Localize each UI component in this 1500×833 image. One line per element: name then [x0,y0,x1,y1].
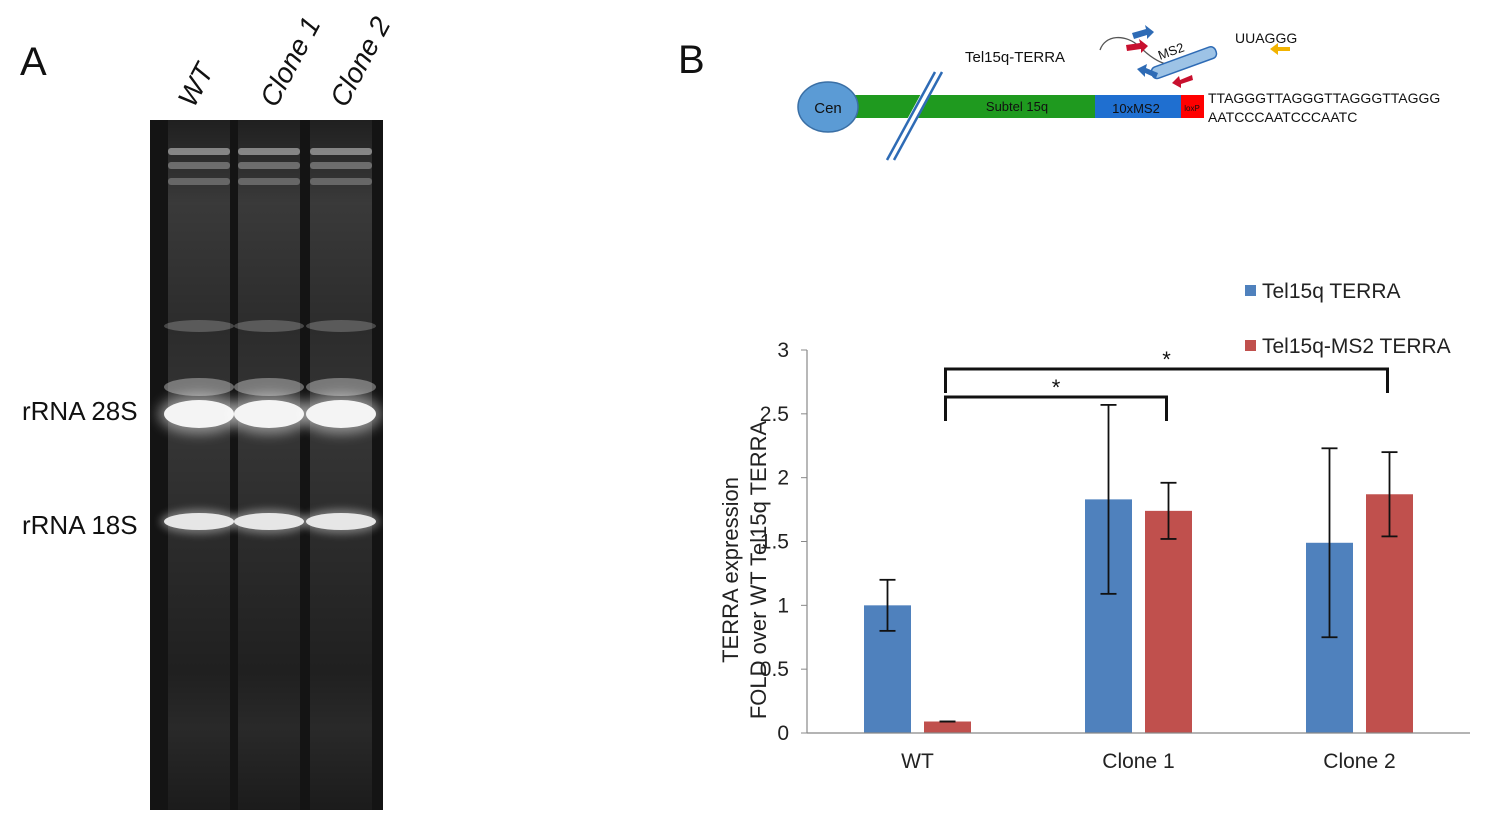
x-tick-label: WT [901,750,934,773]
legend-swatch [1245,340,1256,351]
primer-arrow-blue-1 [1132,25,1154,39]
gel-lane-wt [164,120,234,810]
seq-top: TTAGGGTTAGGGTTAGGGTTAGGG [1208,90,1440,106]
seq-bottom: AATCCCAATCCCAATC [1208,109,1357,125]
band-label-18s: rRNA 18S [22,510,138,540]
x-tick-label: Clone 1 [1102,750,1174,773]
significance-marker: * [1052,375,1061,400]
centromere [797,81,859,133]
y-tick-label: 1 [777,594,789,617]
legend-label: Tel15q TERRA [1262,280,1401,303]
y-tick-label: 0.5 [760,658,789,681]
panel-b-label: B [678,38,705,82]
lane-label-clone-2: Clone 2 [323,11,397,112]
band-label-28s: rRNA 28S [22,396,138,426]
x-tick-label: Clone 2 [1323,750,1395,773]
gel-lane-clone-2 [306,120,376,810]
gel-lane-clone-1 [234,120,304,810]
significance-bracket [944,367,1389,393]
probe-label: UUAGGG [1235,30,1297,46]
significance-bracket [944,395,1168,421]
break-mark-3 [892,71,944,161]
ms2-repeat-label: 10xMS2 [1112,101,1160,116]
lane-label-wt: WT [171,58,220,112]
primer-arrow-red-2 [1172,75,1193,88]
primer-arrow-red-1 [1126,39,1148,53]
ms2-repeat-region [1095,95,1181,118]
subtel-label: Subtel 15q [986,99,1048,114]
loxp-region [1181,95,1204,118]
terra-bar-chart: TERRA expression FOLD over WT Tel15q TER… [718,280,1470,773]
panel-a-label: A [20,40,47,84]
probe-arrow [1270,43,1290,55]
y-axis-title-line2: FOLD over WT Tel15q TERRA [746,421,771,720]
subtel-region [840,95,1096,118]
legend-swatch [1245,285,1256,296]
loxp-label: loxP [1184,104,1200,113]
y-tick-label: 0 [777,722,789,745]
cen-label: Cen [814,100,842,117]
y-tick-label: 2.5 [760,403,789,426]
gel-image [150,120,383,810]
bar-tel15q-ms2 [924,721,971,733]
legend-label: Tel15q-MS2 TERRA [1262,335,1451,358]
lane-label-clone-1: Clone 1 [253,11,327,112]
bar-tel15q-ms2 [1145,510,1192,733]
break-mark-2 [885,71,937,161]
break-mark-1 [886,69,942,163]
y-axis-title-line1: TERRA expression [718,477,743,663]
y-tick-label: 1.5 [760,531,789,554]
y-tick-label: 3 [777,339,789,362]
y-axis-title: TERRA expression FOLD over WT Tel15q TER… [718,421,771,720]
significance-marker: * [1162,347,1171,372]
primer-arrow-blue-2 [1137,64,1158,78]
y-tick-label: 2 [777,467,789,490]
construct-diagram: Cen Subtel 15q 10xMS2 loxP TTAGGGTTAGGGT… [797,25,1440,163]
construct-title: Tel15q-TERRA [965,49,1065,66]
